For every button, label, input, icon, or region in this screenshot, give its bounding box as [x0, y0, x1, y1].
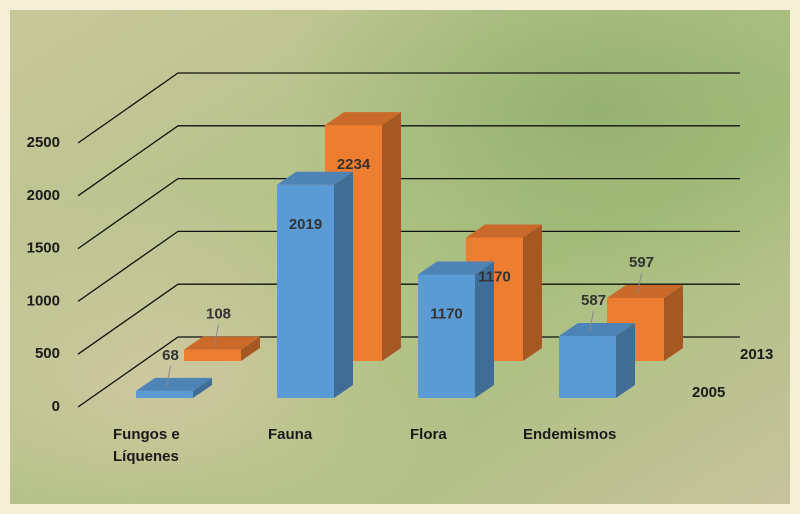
- y-tick-label: 2500: [27, 134, 60, 151]
- series-label: 2005: [692, 384, 725, 401]
- labels: 0 500 1000 1500 2000 2500 108 2234 1170 597 2013 68…: [27, 134, 774, 465]
- y-tick-label: 2000: [27, 187, 60, 204]
- bar-top: [607, 284, 683, 298]
- x-tick-label: Endemismos: [523, 426, 616, 443]
- grid-line: [77, 125, 740, 197]
- x-tick-label: Flora: [410, 426, 447, 443]
- value-label: 68: [162, 347, 179, 364]
- bar-top: [559, 323, 635, 337]
- value-label: 587: [581, 292, 606, 309]
- bar-top: [136, 377, 212, 391]
- leader-line: [214, 324, 219, 346]
- bar: [277, 184, 334, 398]
- grid-line: [77, 336, 740, 408]
- bar-side: [334, 171, 353, 398]
- y-tick-label: 1500: [27, 240, 60, 257]
- series-label: 2013: [740, 346, 773, 363]
- bar-side: [523, 224, 542, 361]
- bar: [136, 390, 193, 398]
- bar: [184, 349, 241, 361]
- bar-side: [475, 261, 494, 398]
- grid-line: [77, 72, 740, 144]
- bar: [559, 336, 616, 398]
- bar-side: [664, 284, 683, 361]
- value-label: 2019: [289, 216, 322, 233]
- bar-side: [382, 112, 401, 361]
- value-label: 597: [629, 254, 654, 271]
- bar-side: [241, 336, 260, 361]
- value-label: 1170: [478, 268, 511, 285]
- grid: [77, 72, 740, 408]
- bar-top: [277, 171, 353, 185]
- leader-line: [589, 310, 594, 333]
- x-tick-label: Fauna: [268, 426, 313, 443]
- grid-line: [77, 283, 740, 355]
- bar-top: [418, 261, 494, 275]
- value-label: 108: [206, 306, 231, 323]
- x-tick-label: Fungos e: [113, 426, 180, 443]
- grid-line: [77, 177, 740, 250]
- bar-top: [325, 112, 401, 126]
- bar-top: [184, 336, 260, 350]
- bars: [136, 112, 683, 398]
- y-tick-label: 0: [52, 398, 60, 415]
- x-tick-label: Líquenes: [113, 448, 179, 465]
- value-label: 1170: [430, 305, 463, 322]
- grid-line: [77, 230, 740, 302]
- y-tick-label: 1000: [27, 292, 60, 309]
- bar-side: [193, 377, 212, 398]
- leader-line: [637, 272, 642, 295]
- leader-line: [166, 365, 171, 387]
- bar-side: [616, 323, 635, 398]
- y-tick-label: 500: [35, 345, 60, 362]
- bar: [418, 274, 475, 398]
- bar-top: [466, 224, 542, 238]
- value-label: 2234: [337, 156, 371, 173]
